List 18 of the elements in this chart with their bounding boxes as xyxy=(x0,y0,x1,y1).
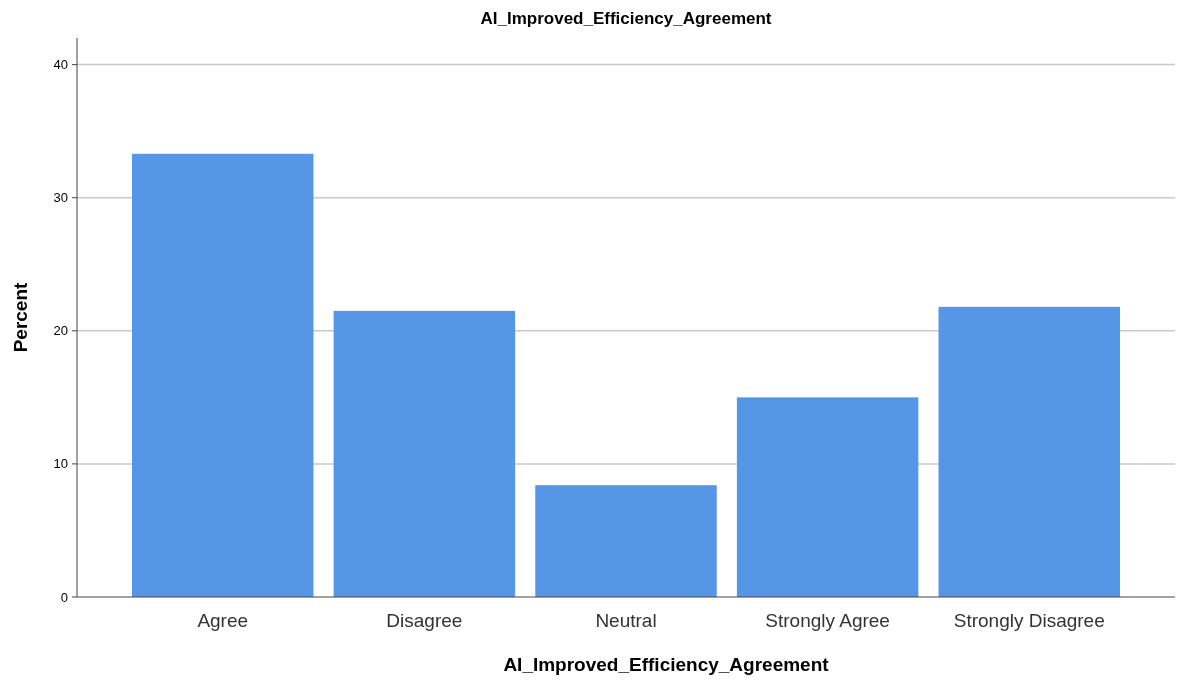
bar xyxy=(333,310,516,597)
bar xyxy=(938,306,1120,597)
bar xyxy=(132,153,314,597)
x-axis-title: AI_Improved_Efficiency_Agreement xyxy=(503,654,830,675)
bar xyxy=(535,485,717,597)
y-tick-label: 10 xyxy=(53,456,68,472)
x-tick-label: Neutral xyxy=(595,610,657,631)
chart-title: AI_Improved_Efficiency_Agreement xyxy=(480,9,772,28)
x-tick-label: Agree xyxy=(197,610,249,631)
y-tick-label: 40 xyxy=(53,57,68,73)
x-tick-label: Strongly Disagree xyxy=(953,610,1105,631)
y-tick-label: 0 xyxy=(60,589,68,605)
y-tick-label: 30 xyxy=(53,190,68,206)
x-tick-label: Disagree xyxy=(386,610,463,631)
y-axis-title: Percent xyxy=(10,281,31,353)
y-tick-label: 20 xyxy=(53,323,68,339)
x-tick-label: Strongly Agree xyxy=(765,610,890,631)
bar xyxy=(736,397,919,597)
